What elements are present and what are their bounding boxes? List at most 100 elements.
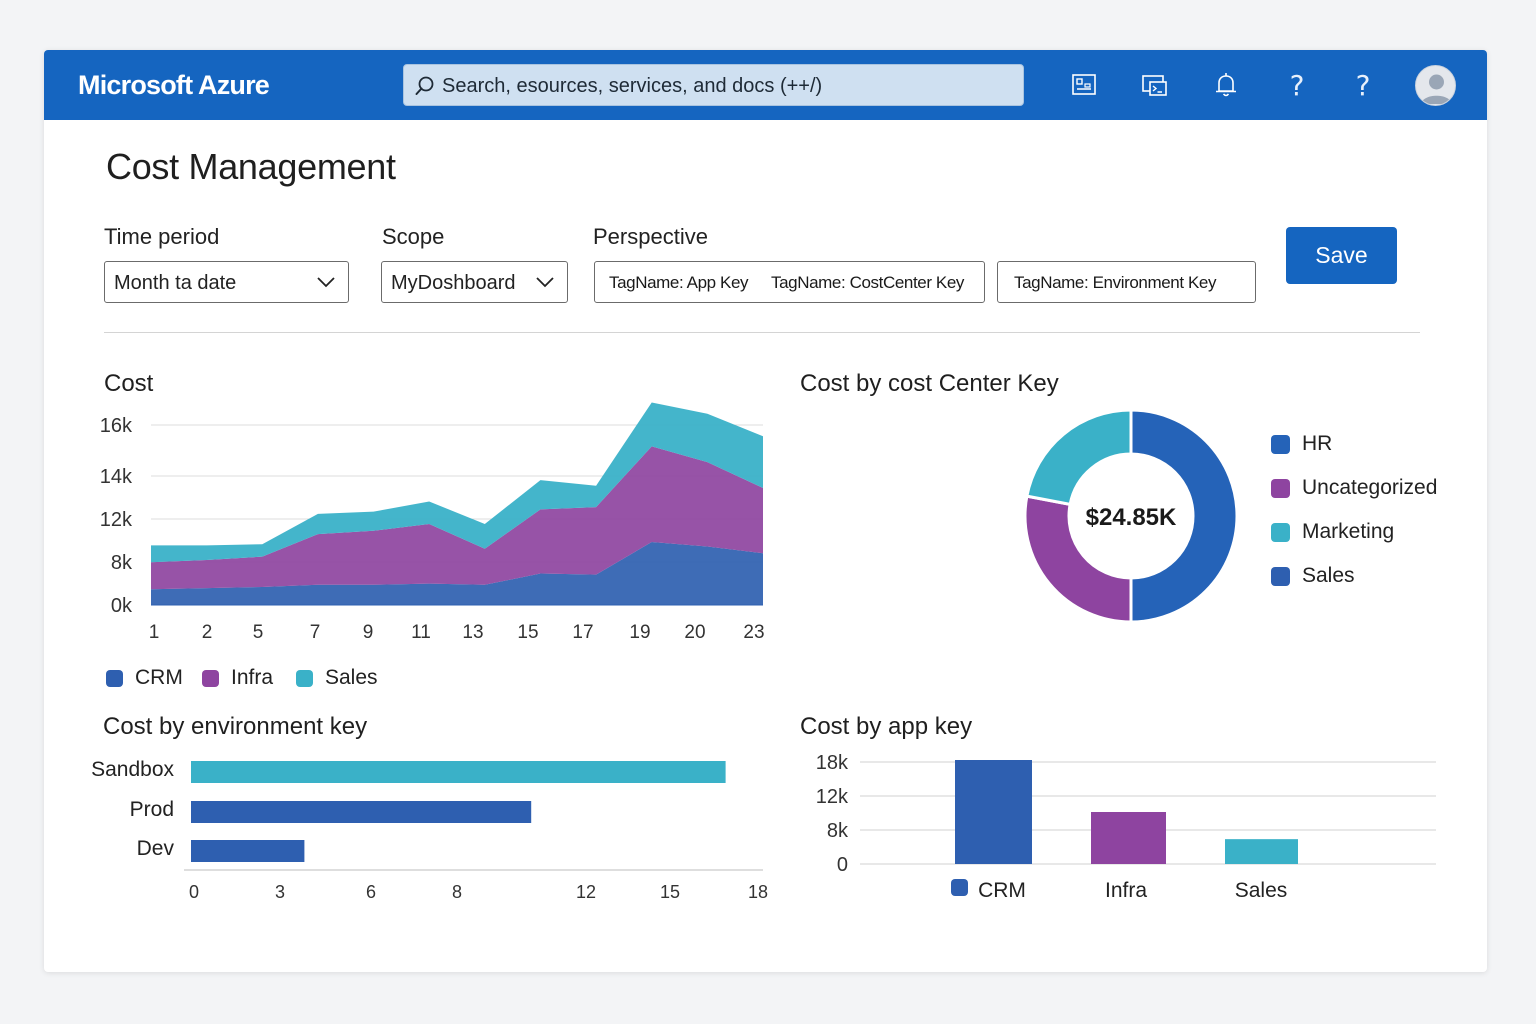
y-tick-label: 12k xyxy=(100,509,133,531)
y-tick-label: 0 xyxy=(837,854,848,876)
search-box[interactable]: Search, esources, services, and docs (++… xyxy=(403,64,1024,106)
legend-label: Sales xyxy=(1302,564,1355,587)
x-tick-label: 6 xyxy=(366,882,376,902)
donut-slice-hr xyxy=(1129,408,1239,624)
perspective-tags-box[interactable]: TagName: App Key TagName: CostCenter Key xyxy=(594,261,985,303)
cost-area-chart: 0k 8k 12k 14k 16k 1 2 5 7 9 11 13 15 17 19 20 23 xyxy=(100,402,765,643)
perspective-tag-app-key[interactable]: TagName: App Key xyxy=(609,273,749,292)
perspective-label: Perspective xyxy=(593,224,708,249)
save-button[interactable]: Save xyxy=(1286,227,1397,284)
y-tick-label: 8k xyxy=(827,820,849,842)
legend-label: Marketing xyxy=(1302,520,1395,543)
bar-dev xyxy=(191,840,305,862)
legend-item-crm[interactable]: CRM xyxy=(106,666,183,690)
perspective-tag-environment-label: TagName: Environment Key xyxy=(1014,273,1217,292)
x-tick-label: 15 xyxy=(517,622,538,643)
brand-logo[interactable]: Microsoft Azure xyxy=(78,70,270,100)
x-tick-label: 7 xyxy=(310,622,321,643)
legend-swatch xyxy=(1271,434,1290,454)
x-tick-label: 18 xyxy=(748,882,768,902)
cost-center-chart-title: Cost by cost Center Key xyxy=(800,370,1059,397)
legend-swatch xyxy=(1271,478,1290,498)
legend-label-infra: Infra xyxy=(231,666,274,689)
legend-item-marketing[interactable]: Marketing xyxy=(1271,520,1394,544)
bar-category-label: Sandbox xyxy=(91,758,174,781)
bar-infra xyxy=(1091,812,1166,864)
page-title: Cost Management xyxy=(106,146,396,187)
cost-chart-title: Cost xyxy=(104,370,154,397)
y-tick-label: 14k xyxy=(100,466,133,488)
top-bar: Microsoft Azure Search, esources, servic… xyxy=(44,50,1487,120)
perspective-tag-costcenter-key[interactable]: TagName: CostCenter Key xyxy=(771,273,964,292)
scope-dropdown[interactable]: MyDoshboard xyxy=(381,261,568,303)
donut-center-total: $24.85K xyxy=(1086,504,1177,531)
legend-swatch-crm xyxy=(106,669,123,687)
chevron-down-icon xyxy=(317,277,335,288)
divider xyxy=(104,332,1420,333)
x-tick-label: 15 xyxy=(660,882,680,902)
help-icon[interactable]: ? xyxy=(1355,68,1371,102)
bar-crm xyxy=(955,760,1032,864)
x-tick-label: 11 xyxy=(411,622,431,643)
legend-item-infra[interactable]: Infra xyxy=(202,666,273,690)
bar-category-label: Dev xyxy=(137,837,175,860)
legend-item-sales[interactable]: Sales xyxy=(296,666,378,690)
time-period-value: Month ta date xyxy=(114,272,237,294)
chevron-down-icon xyxy=(536,277,554,288)
bar-sandbox xyxy=(191,761,726,783)
legend-item-uncategorized[interactable]: Uncategorized xyxy=(1271,476,1437,500)
dashboard-icon[interactable] xyxy=(1067,68,1101,102)
legend-label-crm: CRM xyxy=(135,666,183,689)
app-key-chart-title: Cost by app key xyxy=(800,713,973,740)
scope-label: Scope xyxy=(382,224,445,249)
area-infra xyxy=(151,446,763,590)
bar-category-label: Prod xyxy=(130,798,174,821)
y-tick-label: 16k xyxy=(100,415,133,437)
cloud-shell-icon[interactable] xyxy=(1138,68,1172,102)
cost-management-window: Microsoft Azure Search, esources, servic… xyxy=(44,50,1487,972)
x-tick-label: 17 xyxy=(572,622,593,643)
x-tick-label: 20 xyxy=(684,622,705,643)
environment-bar-chart: Sandbox Prod Dev 0 3 6 8 12 15 18 xyxy=(91,758,768,902)
legend-swatch xyxy=(1271,522,1290,542)
time-period-dropdown[interactable]: Month ta date xyxy=(104,261,349,303)
legend-label-sales: Sales xyxy=(325,666,378,689)
y-tick-label: 18k xyxy=(816,752,849,774)
area-sales xyxy=(151,402,763,563)
legend-item-hr[interactable]: HR xyxy=(1271,432,1332,456)
legend-swatch-sales xyxy=(296,669,313,687)
search-input[interactable]: Search, esources, services, and docs (++… xyxy=(442,75,823,97)
user-avatar[interactable] xyxy=(1415,65,1456,106)
x-tick-label: 12 xyxy=(576,882,596,902)
bar-prod xyxy=(191,801,532,823)
x-tick-label: 5 xyxy=(253,622,264,643)
y-tick-label: 12k xyxy=(816,786,849,808)
scope-value: MyDoshboard xyxy=(391,272,516,294)
bar-category-label: Sales xyxy=(1235,879,1288,902)
x-tick-label: 2 xyxy=(202,622,213,643)
x-tick-label: 1 xyxy=(149,622,160,643)
x-tick-label: 19 xyxy=(629,622,650,643)
x-tick-label: 13 xyxy=(462,622,483,643)
bar-sales xyxy=(1225,839,1298,864)
app-key-bar-chart: 0 8k 12k 18k CRM Infra Sales xyxy=(816,752,1436,902)
help-icon[interactable]: ? xyxy=(1289,68,1305,102)
y-tick-label: 8k xyxy=(111,552,133,574)
x-tick-label: 9 xyxy=(363,622,374,643)
cost-center-donut-chart: $24.85K xyxy=(1023,408,1239,624)
search-icon xyxy=(415,76,434,95)
legend-label: Uncategorized xyxy=(1302,476,1438,499)
x-tick-label: 8 xyxy=(452,882,462,902)
user-icon xyxy=(1421,74,1452,104)
legend-label: HR xyxy=(1302,432,1333,455)
perspective-tag-environment-key[interactable]: TagName: Environment Key xyxy=(997,261,1256,303)
environment-chart-title: Cost by environment key xyxy=(103,713,368,740)
notifications-bell-icon[interactable] xyxy=(1209,68,1243,102)
legend-item-sales[interactable]: Sales xyxy=(1271,564,1355,588)
donut-slice-uncategorized xyxy=(1023,494,1133,624)
legend-swatch-infra xyxy=(202,669,219,687)
y-tick-label: 0k xyxy=(111,595,133,617)
x-tick-label: 0 xyxy=(189,882,199,902)
x-tick-label: 23 xyxy=(743,622,764,643)
legend-swatch xyxy=(1271,566,1290,586)
